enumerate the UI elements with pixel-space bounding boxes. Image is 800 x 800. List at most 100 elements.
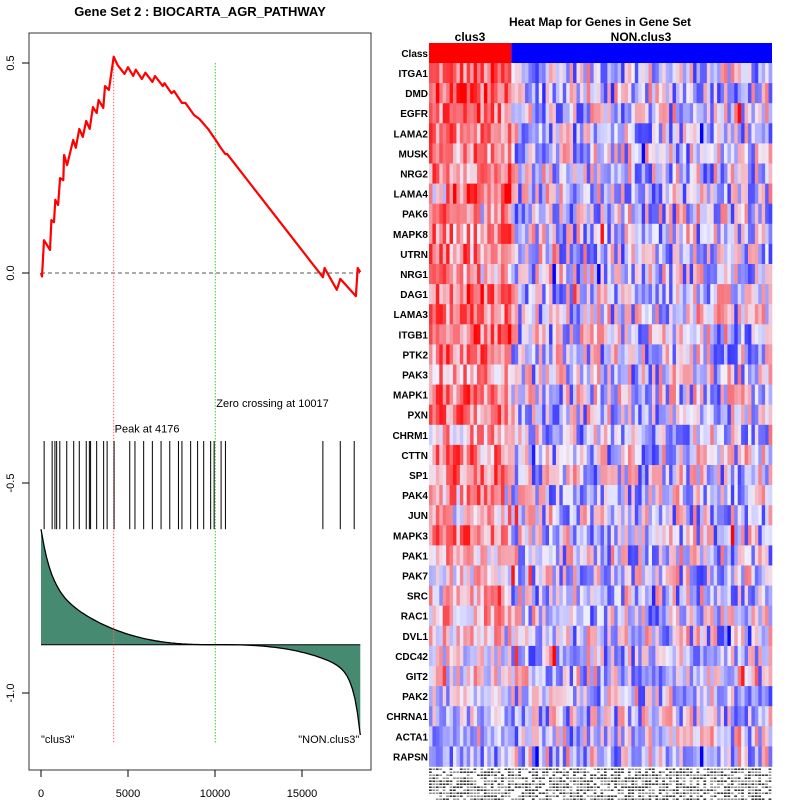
heatmap-cell <box>566 203 570 225</box>
heatmap-cell <box>466 203 471 225</box>
heatmap-cell <box>483 565 488 586</box>
heatmap-cell <box>638 324 642 345</box>
heatmap-cell <box>446 83 450 104</box>
sample-label-glyph <box>621 798 624 800</box>
sample-label-glyph <box>483 786 487 788</box>
heatmap-cell <box>555 203 560 225</box>
heatmap-cell <box>525 304 529 325</box>
heatmap-cell <box>463 123 468 144</box>
heatmap-cell <box>542 344 546 365</box>
heatmap-cell <box>710 666 714 687</box>
heatmap-cell <box>610 605 615 627</box>
heatmap-cell <box>730 686 735 707</box>
heatmap-cell <box>566 545 570 566</box>
heatmap-cell <box>727 63 732 84</box>
heatmap-cell <box>459 444 464 466</box>
heatmap-cell <box>624 163 629 184</box>
heatmap-cell <box>727 444 732 466</box>
heatmap-cell <box>768 746 773 767</box>
heatmap-cell <box>720 726 725 747</box>
sample-label-glyph <box>665 774 669 776</box>
heatmap-cell <box>552 83 557 104</box>
heatmap-cell <box>682 183 687 204</box>
sample-label-glyph <box>645 771 648 773</box>
heatmap-cell <box>429 404 433 426</box>
heatmap-cell <box>600 223 605 245</box>
sample-label-glyph <box>555 771 559 773</box>
heatmap-cell <box>675 324 680 345</box>
sample-label-glyph <box>562 795 566 797</box>
heatmap-cell <box>453 545 457 566</box>
heatmap-cell <box>638 183 642 204</box>
sample-label-glyph <box>665 795 669 797</box>
heatmap-cell <box>597 565 601 586</box>
heatmap-cell <box>730 625 735 647</box>
heatmap-cell <box>641 465 646 486</box>
heatmap-cell <box>473 565 478 586</box>
heatmap-cell <box>734 666 738 687</box>
heatmap-cell <box>693 183 697 204</box>
sample-label-glyph <box>624 783 628 785</box>
heatmap-cell <box>439 444 444 466</box>
heatmap-cell <box>693 666 697 687</box>
heatmap-cell <box>603 123 608 144</box>
heatmap-cell <box>511 485 516 506</box>
heatmap-cell <box>490 545 495 566</box>
sample-label-glyph <box>453 777 456 779</box>
heatmap-cell <box>497 485 502 506</box>
heatmap-cell <box>706 264 711 285</box>
heatmap-cell <box>761 686 766 707</box>
heatmap-cell <box>614 706 618 727</box>
heatmap-cell <box>497 223 502 245</box>
heatmap-cell <box>507 63 512 84</box>
heatmap-cell <box>480 123 485 144</box>
sample-label-glyph <box>734 777 738 779</box>
sample-label-glyph <box>669 795 672 797</box>
heatmap-cell <box>627 424 632 446</box>
heatmap-cell <box>662 183 666 204</box>
heatmap-cell <box>754 284 759 305</box>
heatmap-cell <box>662 384 666 405</box>
sample-label-glyph <box>693 774 696 776</box>
heatmap-cell <box>535 324 540 345</box>
heatmap-cell <box>525 324 529 345</box>
sample-label-glyph <box>689 774 693 776</box>
heatmap-cell <box>658 243 663 265</box>
heatmap-cell <box>531 63 536 84</box>
heatmap-cell <box>459 83 464 104</box>
heatmap-cell <box>672 625 677 647</box>
heatmap-cell <box>699 444 704 466</box>
heatmap-cell <box>665 465 670 486</box>
heatmap-cell <box>432 143 437 164</box>
heatmap-cell <box>741 103 745 124</box>
heatmap-cell <box>696 585 701 606</box>
heatmap-cell <box>535 183 540 204</box>
sample-label-glyph <box>765 792 768 794</box>
heatmap-cell <box>514 123 519 144</box>
heatmap-cell <box>689 143 694 164</box>
heatmap-cell <box>552 304 557 325</box>
heatmap-cell <box>497 143 502 164</box>
heatmap-cell <box>655 83 660 104</box>
heatmap-cell <box>545 686 550 707</box>
sample-label-glyph <box>511 768 515 770</box>
heatmap-cell <box>730 645 735 667</box>
heatmap-cell <box>747 143 752 164</box>
heatmap-cell <box>579 123 584 144</box>
heatmap-cell <box>494 63 498 84</box>
ranked-metric-area <box>40 529 361 736</box>
heatmap-cell <box>501 666 505 687</box>
heatmap-cell <box>497 645 502 667</box>
heatmap-cell <box>713 726 718 747</box>
sample-label-glyph <box>497 771 501 773</box>
heatmap-cell <box>737 444 742 466</box>
heatmap-cell <box>579 344 584 365</box>
heatmap-cell <box>610 163 615 184</box>
heatmap-cell <box>501 63 505 84</box>
heatmap-cell <box>624 83 629 104</box>
heatmap-cell <box>453 344 457 365</box>
heatmap-cell <box>473 525 478 546</box>
heatmap-cell <box>634 63 639 84</box>
heatmap-cell <box>542 605 546 627</box>
heatmap-cell <box>538 525 543 546</box>
